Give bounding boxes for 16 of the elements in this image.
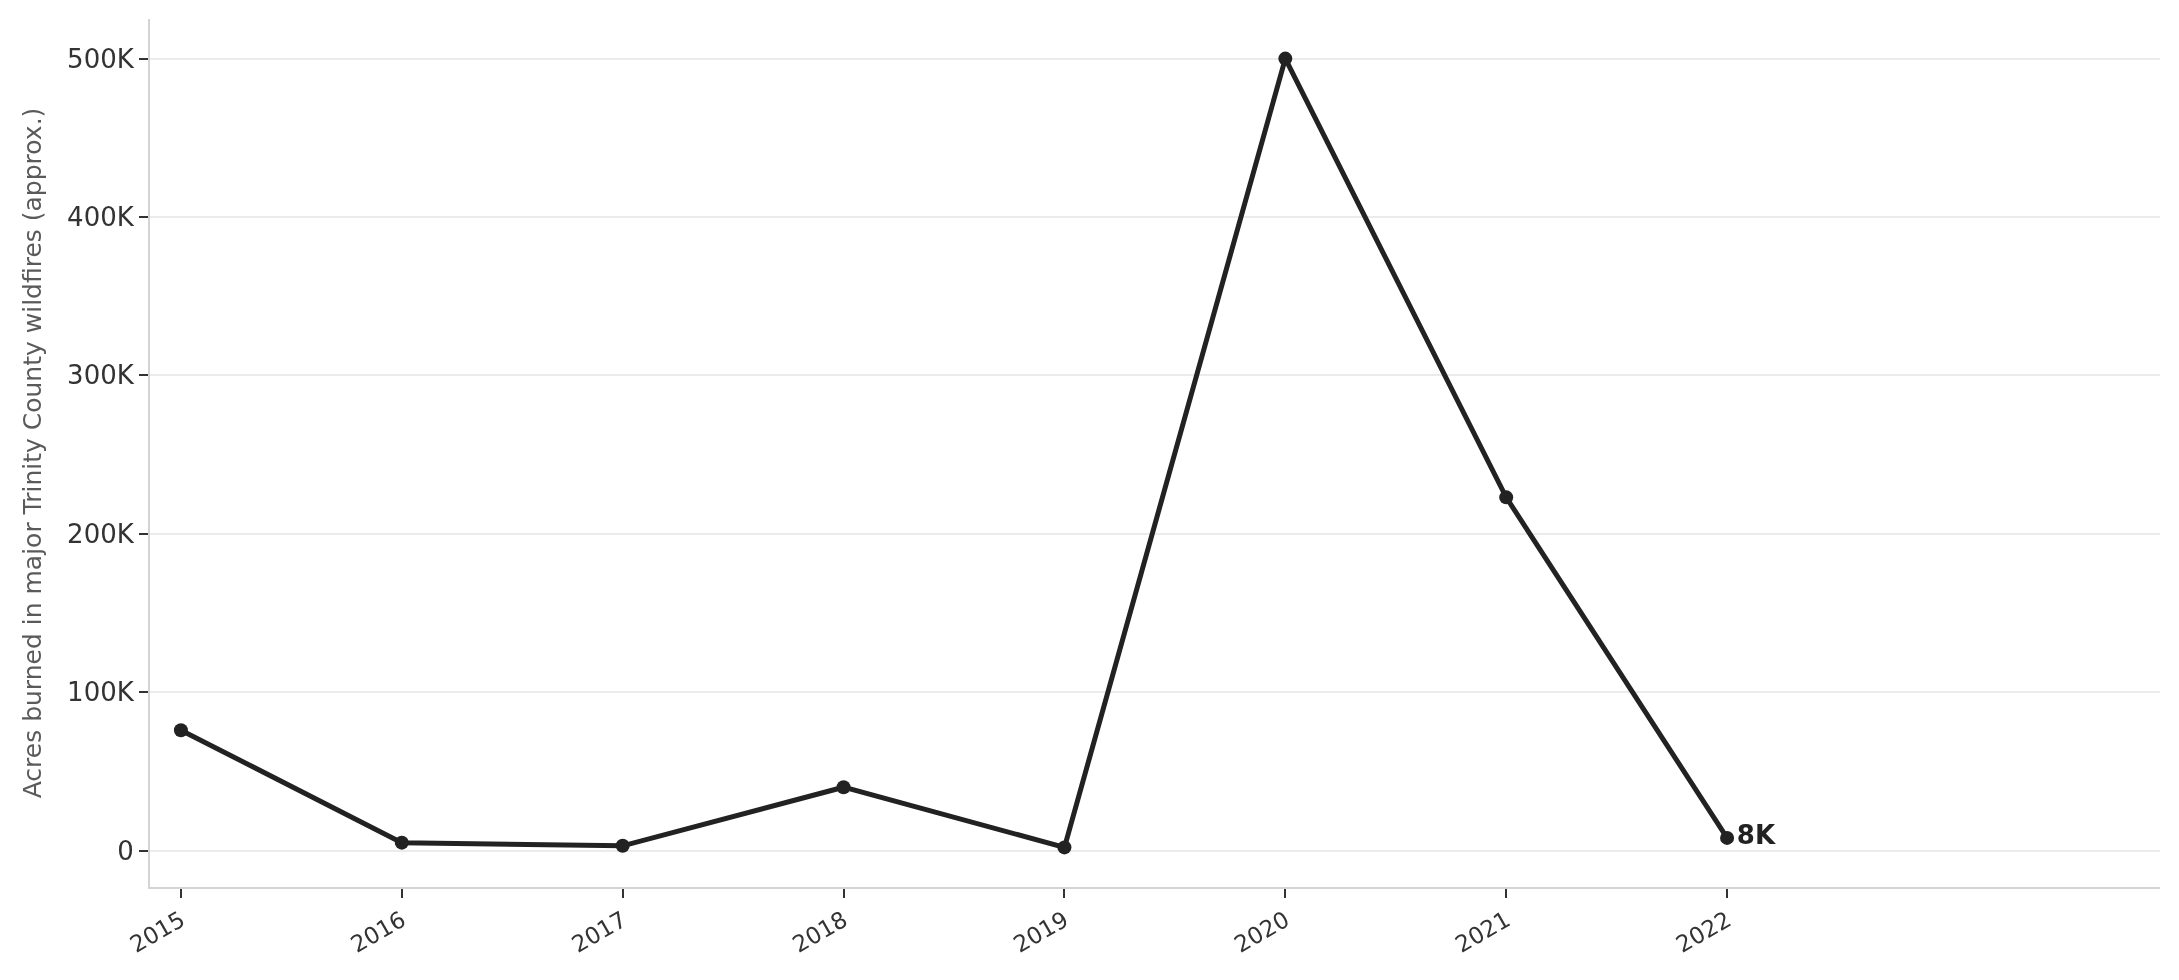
point — [1278, 51, 1293, 66]
y-tick-label: 0 — [117, 835, 134, 866]
point — [615, 838, 630, 853]
y-axis-title: Acres burned in major Trinity County wildfires (approx.) — [18, 107, 48, 799]
y-tick-label: 200K — [67, 518, 135, 549]
point — [836, 780, 851, 795]
point — [1057, 840, 1072, 855]
point — [1720, 830, 1735, 845]
point — [173, 723, 188, 738]
data-label: 8K — [1736, 820, 1776, 851]
y-tick-label: 300K — [67, 360, 135, 391]
point — [394, 835, 409, 850]
y-tick-label: 100K — [67, 677, 135, 708]
y-tick-label: 500K — [67, 43, 135, 74]
point — [1499, 490, 1514, 505]
y-tick-label: 400K — [67, 202, 135, 233]
